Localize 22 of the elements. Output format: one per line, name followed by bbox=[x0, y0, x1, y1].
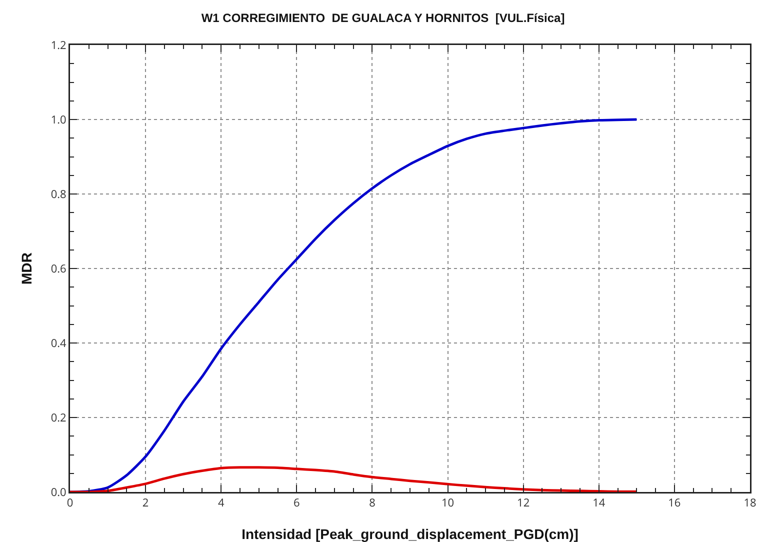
y-tick-label: 0.0 bbox=[50, 484, 66, 500]
y-tick-label: 0.8 bbox=[50, 186, 66, 202]
y-tick-label: 1.0 bbox=[50, 112, 66, 128]
line-series bbox=[70, 118, 638, 492]
y-tick-label: 0.2 bbox=[50, 410, 66, 426]
x-tick-label: 14 bbox=[592, 496, 606, 511]
y-tick-label: 1.2 bbox=[50, 38, 66, 53]
x-tick-label: 6 bbox=[294, 496, 300, 511]
x-tick-label: 0 bbox=[66, 496, 74, 511]
x-tick-label: 16 bbox=[668, 496, 681, 511]
x-tick-label: 18 bbox=[744, 496, 756, 511]
x-tick-label: 4 bbox=[218, 496, 225, 511]
y-tick-label: 0.4 bbox=[50, 336, 68, 351]
chart-title: W1 CORREGIMIENTO DE GUALACA Y HORNITOS [VUL.Física] bbox=[201, 10, 565, 25]
y-tick-label: 0.6 bbox=[50, 261, 66, 276]
x-tick-label: 8 bbox=[369, 496, 376, 511]
x-axis-title: Intensidad [Peak_ground_displacement_PGD(cm)] bbox=[242, 526, 578, 542]
line-series bbox=[70, 466, 638, 492]
y-axis-title: MDR bbox=[18, 252, 34, 284]
x-tick-label: 2 bbox=[142, 496, 149, 511]
x-tick-label: 12 bbox=[517, 496, 530, 511]
x-tick-label: 10 bbox=[441, 496, 454, 511]
